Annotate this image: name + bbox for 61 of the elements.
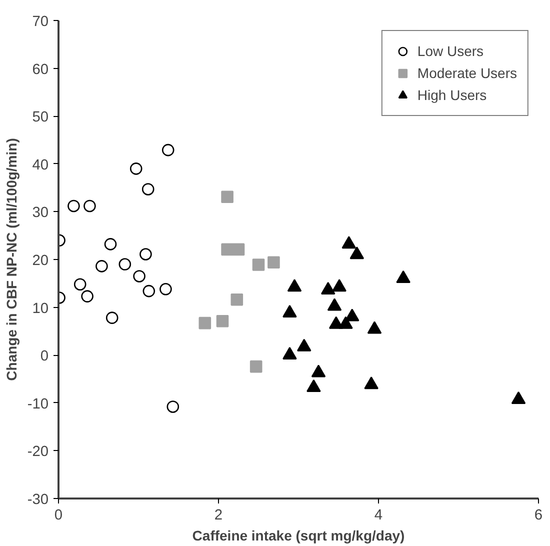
point (232, 243, 245, 256)
y-tick-label: 50 (32, 110, 49, 126)
point (282, 346, 297, 360)
point (311, 364, 326, 378)
point (350, 246, 364, 260)
point (221, 243, 234, 256)
y-tick-label: 60 (32, 62, 49, 78)
point (367, 321, 382, 334)
point (306, 379, 321, 392)
x-tick-label: 6 (534, 508, 543, 524)
point (68, 200, 80, 212)
y-tick-label: 40 (32, 157, 49, 174)
point (327, 298, 342, 311)
point (364, 376, 378, 390)
point (250, 360, 262, 373)
point (342, 236, 356, 249)
point (160, 282, 172, 296)
y-tick-label: -30 (27, 492, 49, 508)
y-tick-label: 30 (32, 205, 49, 222)
x-tick-label: 2 (214, 508, 223, 524)
point (268, 256, 280, 269)
point (230, 294, 244, 306)
point (162, 144, 174, 156)
point (338, 316, 353, 329)
point (140, 248, 152, 260)
point (142, 284, 156, 298)
point (104, 238, 117, 250)
legend-label: Low Users (417, 43, 484, 59)
y-tick-label: 20 (32, 253, 49, 269)
point (252, 258, 265, 271)
y-tick-label: -10 (27, 396, 49, 412)
point (96, 260, 108, 272)
point (344, 308, 360, 322)
point (396, 270, 410, 284)
y-tick-label: 70 (32, 14, 49, 30)
point (84, 200, 96, 212)
point (287, 279, 302, 292)
point (332, 279, 346, 292)
x-axis-title: Caffeine intake (sqrt mg/kg/day) (192, 528, 405, 544)
point (106, 312, 118, 324)
legend-label: High Users (417, 87, 487, 103)
point (130, 162, 142, 175)
y-axis-title: Change in CBF NP-NC (ml/100g/min) (3, 138, 20, 381)
point (296, 338, 312, 352)
point (142, 183, 154, 196)
point (118, 258, 132, 270)
point (81, 290, 94, 302)
y-tick-label: 10 (32, 300, 49, 317)
point (198, 316, 212, 330)
point (511, 391, 526, 404)
point (320, 282, 336, 294)
y-tick-label: 0 (40, 348, 49, 365)
x-tick-label: 0 (54, 508, 63, 524)
point (282, 304, 297, 318)
x-tick-label: 4 (374, 508, 383, 524)
point (74, 278, 86, 290)
point (221, 190, 234, 204)
legend-label: Moderate Users (417, 65, 517, 81)
point (133, 270, 146, 282)
point (216, 315, 229, 328)
y-tick-label: -20 (27, 444, 49, 460)
